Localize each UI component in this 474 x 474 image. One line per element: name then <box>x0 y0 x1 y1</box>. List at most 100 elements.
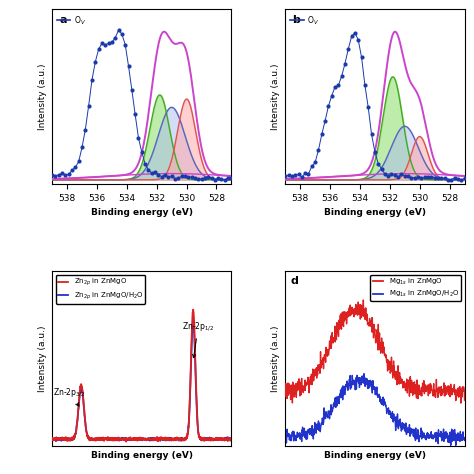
Point <box>85 102 92 109</box>
Point <box>391 172 399 179</box>
Point <box>438 174 445 182</box>
X-axis label: Binding energy (eV): Binding energy (eV) <box>91 208 193 217</box>
Point <box>328 92 336 100</box>
Point <box>321 117 329 125</box>
Point <box>414 173 422 181</box>
Point <box>424 173 432 181</box>
Point <box>78 144 86 151</box>
Point <box>184 173 192 181</box>
Text: d: d <box>291 276 299 286</box>
Point <box>141 160 149 168</box>
Point <box>331 83 339 91</box>
Point <box>171 175 179 182</box>
Point <box>118 30 126 38</box>
Text: b: b <box>292 15 300 25</box>
Point <box>204 173 212 181</box>
Point <box>224 174 232 182</box>
Point <box>168 172 175 180</box>
Point <box>285 171 292 179</box>
Legend: Mg$_{1s}$ in ZnMgO, Mg$_{1s}$ in ZnMgO/H$_2$O: Mg$_{1s}$ in ZnMgO, Mg$_{1s}$ in ZnMgO/H… <box>371 274 461 301</box>
Point <box>128 86 136 93</box>
Point <box>325 102 332 110</box>
Point <box>461 174 468 182</box>
Point <box>305 170 312 178</box>
Point <box>125 62 132 70</box>
Point <box>191 174 199 182</box>
Point <box>428 173 435 181</box>
Legend: Zn$_{2p}$ in ZnMgO, Zn$_{2p}$ in ZnMgO/H$_2$O: Zn$_{2p}$ in ZnMgO, Zn$_{2p}$ in ZnMgO/H… <box>55 274 146 304</box>
Y-axis label: Intensity (a.u.): Intensity (a.u.) <box>271 64 280 130</box>
Point <box>421 173 428 181</box>
Point <box>318 131 326 138</box>
Point <box>398 171 405 178</box>
Point <box>288 173 296 180</box>
Point <box>338 73 346 80</box>
Point <box>174 174 182 182</box>
Point <box>208 174 215 182</box>
Point <box>308 163 316 170</box>
Point <box>298 173 306 181</box>
Point <box>75 158 82 165</box>
Point <box>148 170 155 177</box>
Text: a: a <box>59 15 67 25</box>
Point <box>62 171 69 179</box>
Point <box>95 46 102 53</box>
Point <box>351 29 359 36</box>
Point <box>451 174 458 182</box>
Point <box>341 60 349 67</box>
Point <box>151 168 159 175</box>
Point <box>348 33 356 40</box>
Point <box>292 171 299 179</box>
Point <box>188 173 195 181</box>
X-axis label: Binding energy (eV): Binding energy (eV) <box>324 451 426 460</box>
Point <box>335 82 342 89</box>
Point <box>135 134 142 142</box>
Point <box>138 148 146 156</box>
Point <box>418 174 425 182</box>
Point <box>115 27 122 34</box>
Point <box>368 130 375 138</box>
Point <box>441 174 448 182</box>
Point <box>282 172 289 180</box>
Point <box>108 38 116 46</box>
Point <box>228 174 235 182</box>
Point <box>72 164 79 171</box>
Point <box>361 82 369 89</box>
Point <box>394 173 402 181</box>
Legend: O$_V$: O$_V$ <box>56 13 86 27</box>
Point <box>105 40 112 47</box>
Point <box>201 175 209 182</box>
Point <box>374 160 382 167</box>
Point <box>411 174 419 182</box>
Point <box>101 41 109 48</box>
Point <box>158 173 165 181</box>
Point <box>371 148 379 155</box>
Legend: O$_V$: O$_V$ <box>289 13 319 27</box>
Y-axis label: Intensity (a.u.): Intensity (a.u.) <box>37 325 46 392</box>
X-axis label: Binding energy (eV): Binding energy (eV) <box>91 451 193 460</box>
Point <box>454 175 462 183</box>
Point <box>444 176 452 183</box>
Text: Zn-2p$_{1/2}$: Zn-2p$_{1/2}$ <box>182 320 214 357</box>
Point <box>365 104 372 111</box>
Point <box>218 175 225 183</box>
Point <box>381 170 389 178</box>
Point <box>55 171 63 179</box>
Point <box>164 173 172 181</box>
Point <box>198 175 205 182</box>
Point <box>58 170 66 177</box>
Point <box>88 76 96 83</box>
Point <box>315 146 322 154</box>
Point <box>378 165 385 173</box>
Point <box>52 172 59 180</box>
Text: c: c <box>57 276 64 286</box>
Point <box>295 171 302 178</box>
Point <box>311 159 319 166</box>
Point <box>434 174 442 182</box>
Point <box>431 174 438 182</box>
Point <box>111 34 119 42</box>
Point <box>155 171 162 179</box>
Point <box>121 41 129 48</box>
Point <box>48 172 56 179</box>
Point <box>384 172 392 180</box>
